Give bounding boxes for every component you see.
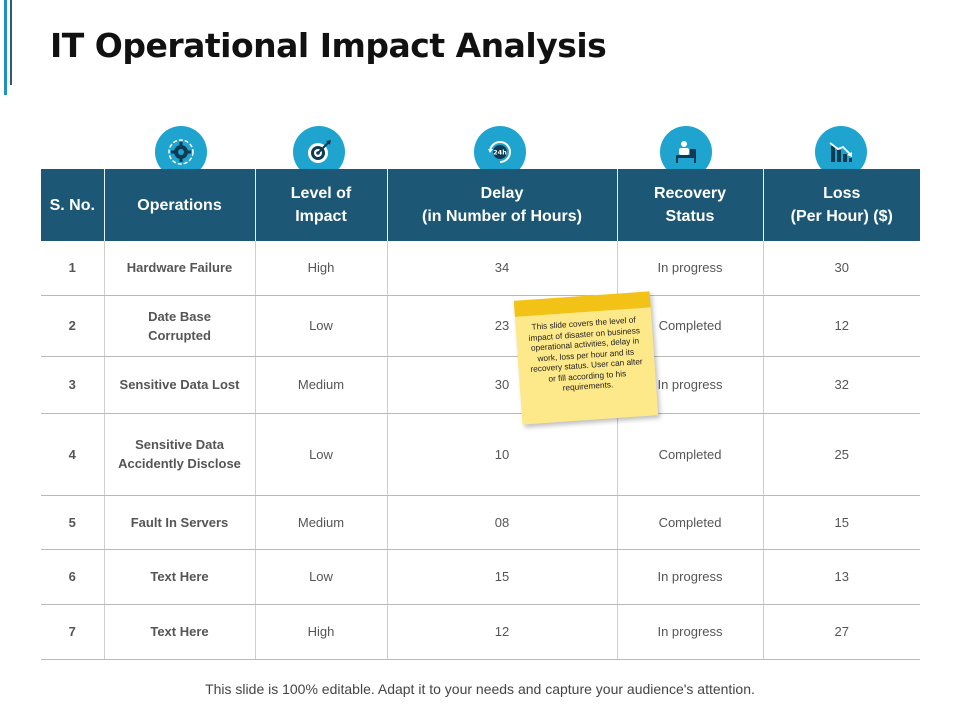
cell-loss: 30 [763, 241, 920, 296]
header-sno: S. No. [41, 169, 105, 241]
cell-level: High [255, 604, 388, 660]
operation-line2: Corrupted [148, 327, 211, 343]
cell-delay: 10 [387, 413, 618, 496]
cell-delay: 12 [387, 604, 618, 660]
header-loss: Loss (Per Hour) ($) [763, 169, 920, 241]
table-row: 7 Text Here High 12 In progress 27 [41, 604, 920, 660]
cell-loss: 12 [763, 295, 920, 357]
cell-status: Completed [617, 413, 764, 496]
cell-operation: Fault In Servers [104, 495, 256, 550]
table-row: 5 Fault In Servers Medium 08 Completed 1… [41, 495, 920, 550]
sticky-note: This slide covers the level of impact of… [513, 291, 659, 425]
footer-text: This slide is 100% editable. Adapt it to… [205, 681, 755, 697]
accent-bar-thin [10, 0, 12, 85]
cell-level: Low [255, 549, 388, 605]
cell-loss: 32 [763, 356, 920, 414]
header-delay: Delay (in Number of Hours) [387, 169, 618, 241]
operation-line1: Hardware Failure [126, 260, 233, 276]
svg-text:24h: 24h [493, 149, 507, 157]
cell-status: In progress [617, 241, 764, 296]
cell-operation: Date Base Corrupted [104, 295, 256, 357]
cell-status: Completed [617, 495, 764, 550]
cell-level: Medium [255, 356, 388, 414]
cell-operation: Text Here [104, 549, 256, 605]
header-recovery: Recovery Status [617, 169, 764, 241]
header-loss-line1: Loss [823, 185, 861, 202]
header-sno-label: S. No. [49, 196, 95, 214]
header-operations: Operations [104, 169, 256, 241]
table-row: 6 Text Here Low 15 In progress 13 [41, 549, 920, 605]
header-delay-line2: (in Number of Hours) [422, 208, 582, 225]
sticky-note-text: This slide covers the level of impact of… [528, 314, 643, 393]
cell-level: High [255, 241, 388, 296]
operation-line1: Date Base [148, 308, 211, 324]
cell-operation: Text Here [104, 604, 256, 660]
header-operations-label: Operations [137, 196, 222, 214]
header-level: Level of Impact [255, 169, 388, 241]
header-loss-line2: (Per Hour) ($) [790, 208, 893, 225]
cell-operation: Hardware Failure [104, 241, 256, 296]
operation-line1: Text Here [150, 569, 209, 584]
cell-level: Medium [255, 495, 388, 550]
slide-title: IT Operational Impact Analysis [50, 26, 607, 65]
table-row: 2 Date Base Corrupted Low 23 Completed 12 [41, 295, 920, 357]
cell-delay: 15 [387, 549, 618, 605]
table-row: 1 Hardware Failure High 34 In progress 3… [41, 241, 920, 296]
accent-bar [4, 0, 7, 95]
cell-sno: 5 [41, 495, 105, 550]
cell-status: In progress [617, 549, 764, 605]
cell-loss: 27 [763, 604, 920, 660]
operation-line1: Sensitive Data [135, 437, 224, 452]
cell-delay: 34 [387, 241, 618, 296]
operation-line1: Fault In Servers [130, 514, 229, 530]
cell-sno: 3 [41, 356, 105, 414]
header-recovery-line1: Recovery [653, 185, 727, 202]
header-delay-line1: Delay [480, 185, 524, 202]
table-row: 3 Sensitive Data Lost Medium 30 In progr… [41, 356, 920, 414]
header-recovery-line2: Status [665, 208, 715, 225]
cell-level: Low [255, 413, 388, 496]
operation-line2: Accidently Disclose [118, 456, 241, 471]
table-row: 4 Sensitive Data Accidently Disclose Low … [41, 413, 920, 496]
cell-operation: Sensitive Data Accidently Disclose [104, 413, 256, 496]
cell-status: In progress [617, 604, 764, 660]
cell-sno: 2 [41, 295, 105, 357]
cell-sno: 1 [41, 241, 105, 296]
operation-line1: Text Here [150, 624, 209, 639]
table-header-row: S. No. Operations Level of Impact Delay (i… [41, 169, 920, 241]
cell-loss: 25 [763, 413, 920, 496]
cell-operation: Sensitive Data Lost [104, 356, 256, 414]
operation-line1: Sensitive Data Lost [119, 377, 240, 392]
cell-loss: 15 [763, 495, 920, 550]
cell-sno: 6 [41, 549, 105, 605]
cell-delay: 08 [387, 495, 618, 550]
cell-level: Low [255, 295, 388, 357]
cell-sno: 7 [41, 604, 105, 660]
impact-table: S. No. Operations Level of Impact Delay (i… [41, 169, 920, 660]
cell-sno: 4 [41, 413, 105, 496]
cell-loss: 13 [763, 549, 920, 605]
header-level-line2: Impact [295, 208, 347, 225]
header-level-line1: Level of [290, 185, 352, 202]
